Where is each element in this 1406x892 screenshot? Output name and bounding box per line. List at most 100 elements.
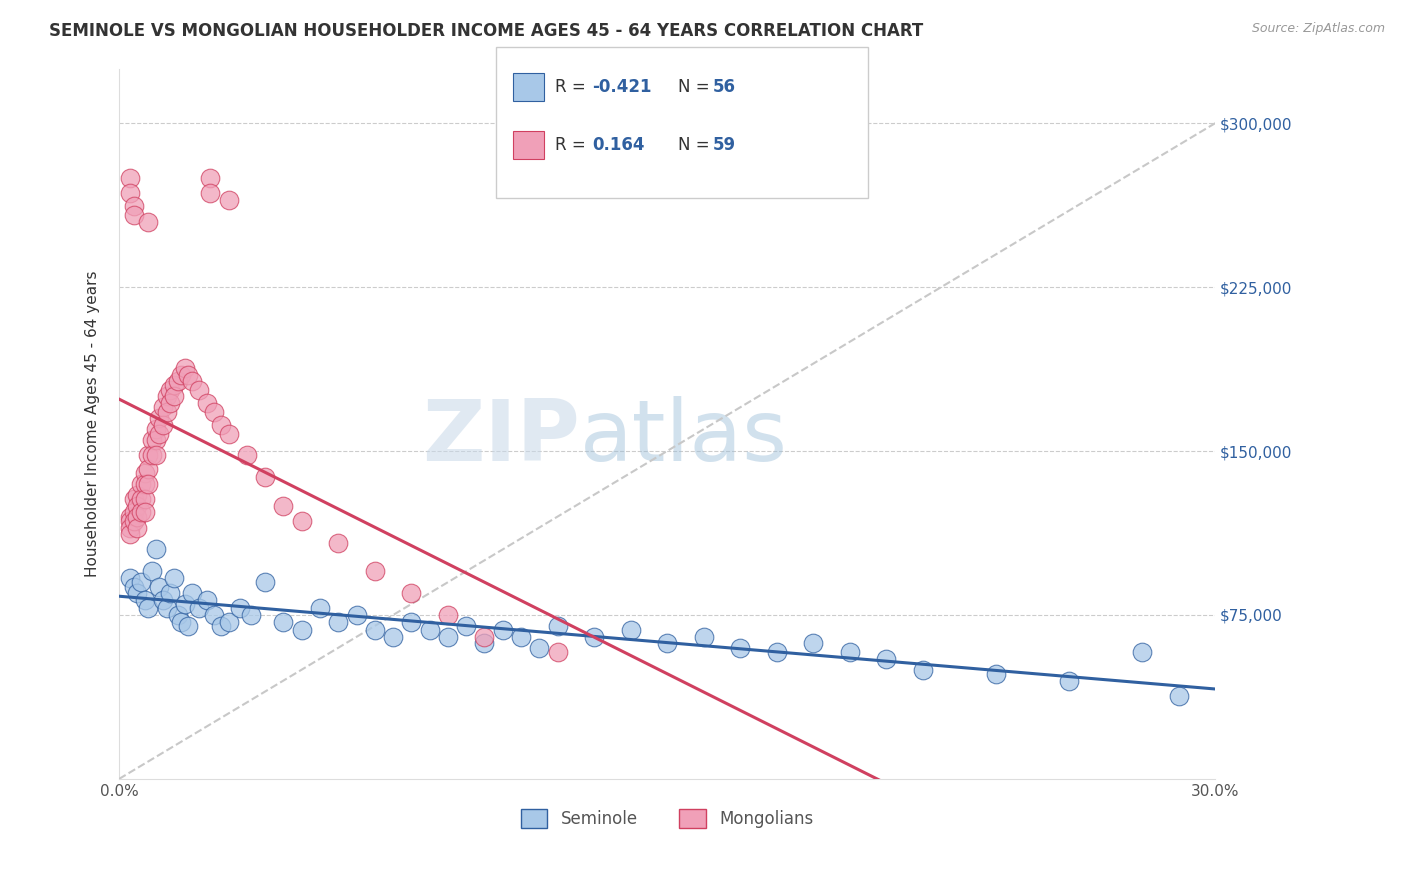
Point (141, 564, 163, 578)
Point (655, 636, 678, 650)
Point (145, 422, 167, 436)
Text: ZIP: ZIP (422, 396, 579, 479)
Point (291, 624, 314, 638)
Point (127, 509, 149, 524)
Text: Source: ZipAtlas.com: Source: ZipAtlas.com (1251, 22, 1385, 36)
Point (134, 492, 156, 507)
Point (136, 476, 159, 491)
Point (728, 640, 751, 655)
Point (145, 449, 167, 463)
Point (136, 461, 159, 475)
Point (218, 615, 240, 629)
Point (346, 607, 368, 622)
Point (152, 401, 174, 415)
Point (152, 592, 174, 607)
Point (177, 619, 200, 633)
Point (437, 607, 460, 622)
Point (1130, 645, 1153, 659)
Point (200, 186, 222, 200)
Point (136, 601, 159, 615)
Point (195, 592, 218, 607)
Point (152, 417, 174, 432)
Point (437, 630, 460, 644)
Point (122, 505, 145, 519)
Point (166, 374, 188, 388)
Point (181, 374, 204, 388)
Text: 56: 56 (713, 78, 735, 96)
Point (122, 492, 145, 507)
Point (134, 592, 156, 607)
Point (911, 663, 934, 677)
Point (163, 378, 186, 392)
Text: N =: N = (678, 78, 714, 96)
Point (118, 509, 141, 524)
Point (181, 586, 204, 600)
Point (188, 383, 211, 397)
Point (401, 586, 423, 600)
Point (474, 630, 496, 644)
Point (122, 199, 145, 213)
Point (202, 607, 225, 622)
Point (474, 636, 496, 650)
Text: 59: 59 (713, 136, 735, 154)
Point (200, 170, 222, 185)
Point (170, 615, 193, 629)
Point (209, 417, 232, 432)
Point (134, 466, 156, 480)
Y-axis label: Householder Income Ages 45 - 64 years: Householder Income Ages 45 - 64 years (86, 270, 100, 577)
Point (129, 575, 152, 590)
Point (145, 542, 167, 557)
Text: 0.164: 0.164 (592, 136, 644, 154)
Point (547, 645, 569, 659)
Point (173, 361, 195, 376)
Point (765, 645, 787, 659)
Point (159, 396, 181, 410)
Point (984, 667, 1007, 681)
Point (118, 571, 141, 585)
Point (159, 586, 181, 600)
Point (155, 405, 177, 419)
Point (218, 426, 240, 441)
Point (202, 405, 225, 419)
Point (1057, 673, 1080, 688)
Text: -0.421: -0.421 (592, 78, 651, 96)
Point (155, 601, 177, 615)
Point (364, 624, 387, 638)
Point (510, 630, 533, 644)
Text: N =: N = (678, 136, 714, 154)
Point (118, 527, 141, 541)
Point (148, 426, 170, 441)
Point (163, 571, 186, 585)
Point (136, 449, 159, 463)
Point (529, 640, 551, 655)
Point (328, 536, 350, 550)
Point (291, 514, 314, 528)
Point (209, 619, 232, 633)
Text: R =: R = (555, 78, 592, 96)
Point (141, 433, 163, 447)
Point (127, 499, 149, 513)
Point (129, 492, 152, 507)
Point (273, 615, 295, 629)
Point (118, 520, 141, 534)
Point (155, 389, 177, 403)
Point (309, 601, 332, 615)
Point (1167, 689, 1189, 703)
Point (122, 580, 145, 594)
Point (236, 449, 259, 463)
Point (148, 580, 170, 594)
Point (547, 619, 569, 633)
Point (838, 645, 860, 659)
Point (159, 383, 181, 397)
Point (129, 476, 152, 491)
Point (328, 615, 350, 629)
Point (218, 193, 240, 207)
Point (122, 514, 145, 528)
Point (127, 586, 149, 600)
Point (127, 520, 149, 534)
Point (692, 630, 714, 644)
Point (188, 601, 211, 615)
Point (801, 636, 824, 650)
Point (118, 186, 141, 200)
Point (118, 170, 141, 185)
